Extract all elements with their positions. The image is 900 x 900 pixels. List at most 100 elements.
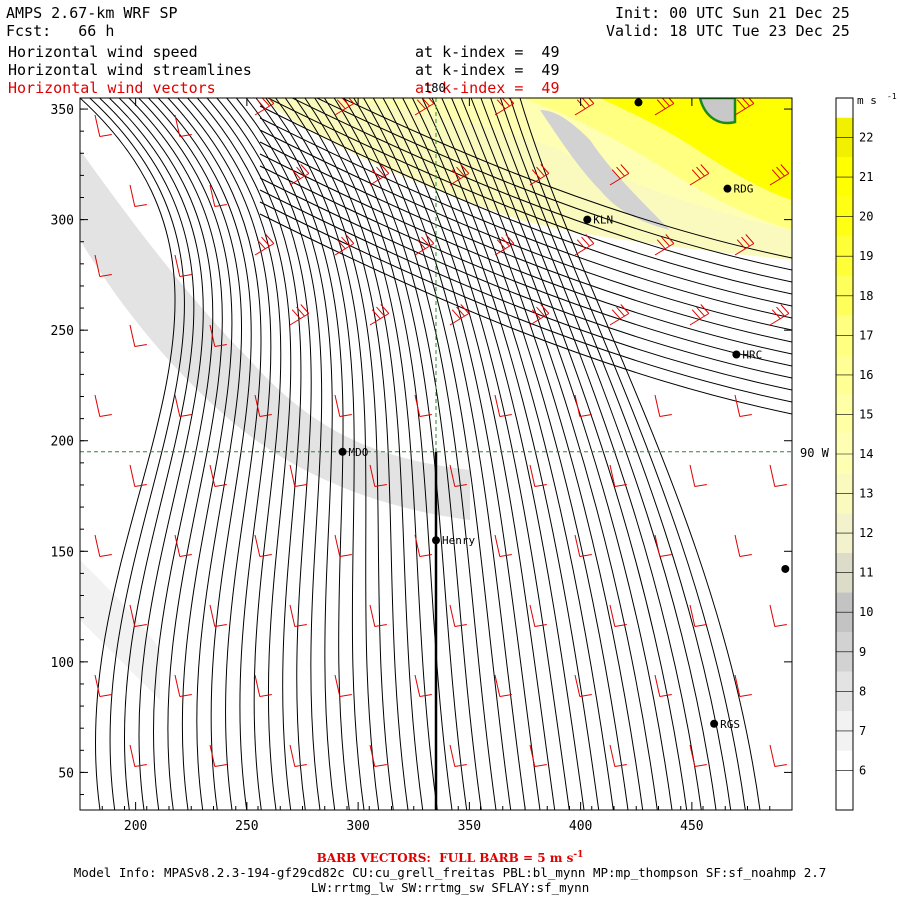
model-info-line-2: LW:rrtmg_lw SW:rrtmg_sw SFLAY:sf_mynn [310, 880, 590, 895]
streamline [480, 98, 702, 810]
streamline-upper [259, 129, 792, 331]
wind-barb [654, 394, 672, 417]
wind-barb [174, 394, 192, 417]
streamline [323, 98, 468, 810]
streamline-upper [291, 98, 792, 283]
model-info-line-1: Model Info: MPASv8.2.3-194-gf29cd82c CU:… [73, 865, 827, 880]
streamlines [80, 98, 792, 810]
wind-barb [209, 464, 227, 487]
streamline-upper [259, 213, 792, 415]
wind-barb [334, 674, 352, 697]
plot-axes: 180 90 W 200 250 300 350 400 450 50 100 150 200 250 3… [51, 81, 830, 834]
wind-barb [254, 674, 272, 697]
streamline [519, 98, 761, 810]
streamline [138, 98, 233, 810]
colorbar-label: 10 [859, 605, 873, 619]
station-marker [634, 98, 643, 107]
streamline [265, 98, 380, 810]
station-label: MDO [349, 446, 369, 459]
valid-time: Valid: 18 UTC Tue 23 Dec 25 [606, 22, 850, 40]
colorbar-label: 16 [859, 368, 873, 382]
streamline [470, 98, 688, 810]
meridian-label: 180 [424, 81, 446, 95]
wind-barb [609, 464, 627, 487]
field-name-vectors: Horizontal wind vectors [8, 79, 216, 97]
streamline [363, 98, 526, 810]
x-tick-label: 350 [458, 819, 481, 834]
wind-barb [574, 534, 592, 557]
y-tick-label: 200 [51, 435, 74, 450]
streamline [99, 98, 195, 810]
wind-barb [689, 164, 710, 186]
y-tick-label: 150 [51, 545, 74, 560]
streamline [431, 98, 629, 810]
wind-barb [449, 164, 470, 186]
wind-barb [734, 98, 755, 116]
wind-barb [174, 254, 192, 277]
streamline-upper [315, 98, 792, 271]
wind-barb [209, 324, 227, 347]
streamline-upper [259, 117, 792, 319]
streamline [460, 98, 673, 810]
station-marker [732, 350, 741, 359]
wind-barb [689, 464, 707, 487]
streamline [382, 98, 556, 810]
streamline [236, 98, 336, 810]
streamline-upper [259, 189, 792, 391]
station-label: KLN [593, 214, 613, 227]
wind-barb [609, 164, 630, 186]
wind-barb [494, 534, 512, 557]
x-tick-label: 300 [346, 819, 369, 834]
wind-barb [449, 464, 467, 487]
x-tick-label: 400 [569, 819, 592, 834]
wind-barb [734, 394, 752, 417]
streamline [294, 98, 424, 810]
field-level-streamlines: at k-index = 49 [415, 61, 560, 79]
colorbar-label: 6 [859, 763, 866, 777]
y-tick-label: 300 [51, 214, 74, 229]
colorbar-label: 19 [859, 249, 873, 263]
streamline [499, 98, 732, 810]
streamline [372, 98, 541, 810]
streamline [206, 98, 302, 810]
streamline [314, 98, 453, 810]
wind-barb [734, 234, 755, 256]
wind-barb [654, 98, 675, 116]
wind-barb [414, 394, 432, 417]
streamline-upper [259, 177, 792, 379]
wind-barb [369, 744, 387, 767]
wind-barb [414, 674, 432, 697]
wind-barb [494, 674, 512, 697]
wind-barb [494, 234, 515, 256]
station-label: Henry [442, 534, 475, 547]
streamline [490, 98, 717, 810]
wind-barb [209, 744, 227, 767]
streamline [89, 98, 185, 810]
streamline [196, 98, 292, 810]
wind-barb [289, 744, 307, 767]
wind-barb [769, 744, 787, 767]
wind-barb [369, 164, 390, 186]
streamline [157, 98, 252, 810]
shade-bright-yellow [600, 98, 792, 200]
wind-barb [334, 98, 355, 116]
wind-barb [289, 604, 307, 627]
streamline [255, 98, 365, 810]
y-tick-label: 350 [51, 103, 74, 118]
colorbar: 6 7 8 9 10 11 12 13 14 15 16 17 18 19 20 21 22 m s -1 [835, 92, 897, 811]
streamline [333, 98, 482, 810]
colorbar-label: 21 [859, 170, 873, 184]
wind-barb [654, 234, 675, 256]
wind-barb [129, 744, 147, 767]
shade-grey-cap [700, 98, 735, 123]
wind-barb [574, 394, 592, 417]
streamline-upper [259, 201, 792, 403]
station-marker [723, 184, 732, 193]
wind-barb [414, 98, 435, 116]
wind-barb [769, 164, 790, 186]
wind-map-plot: RDG KLN HRC MDO Henry RGS 180 90 W 200 250 300 350… [51, 81, 897, 834]
wind-barb [334, 234, 355, 256]
streamline-upper [259, 153, 792, 355]
station-marker [338, 447, 347, 456]
wind-barb [94, 674, 112, 697]
